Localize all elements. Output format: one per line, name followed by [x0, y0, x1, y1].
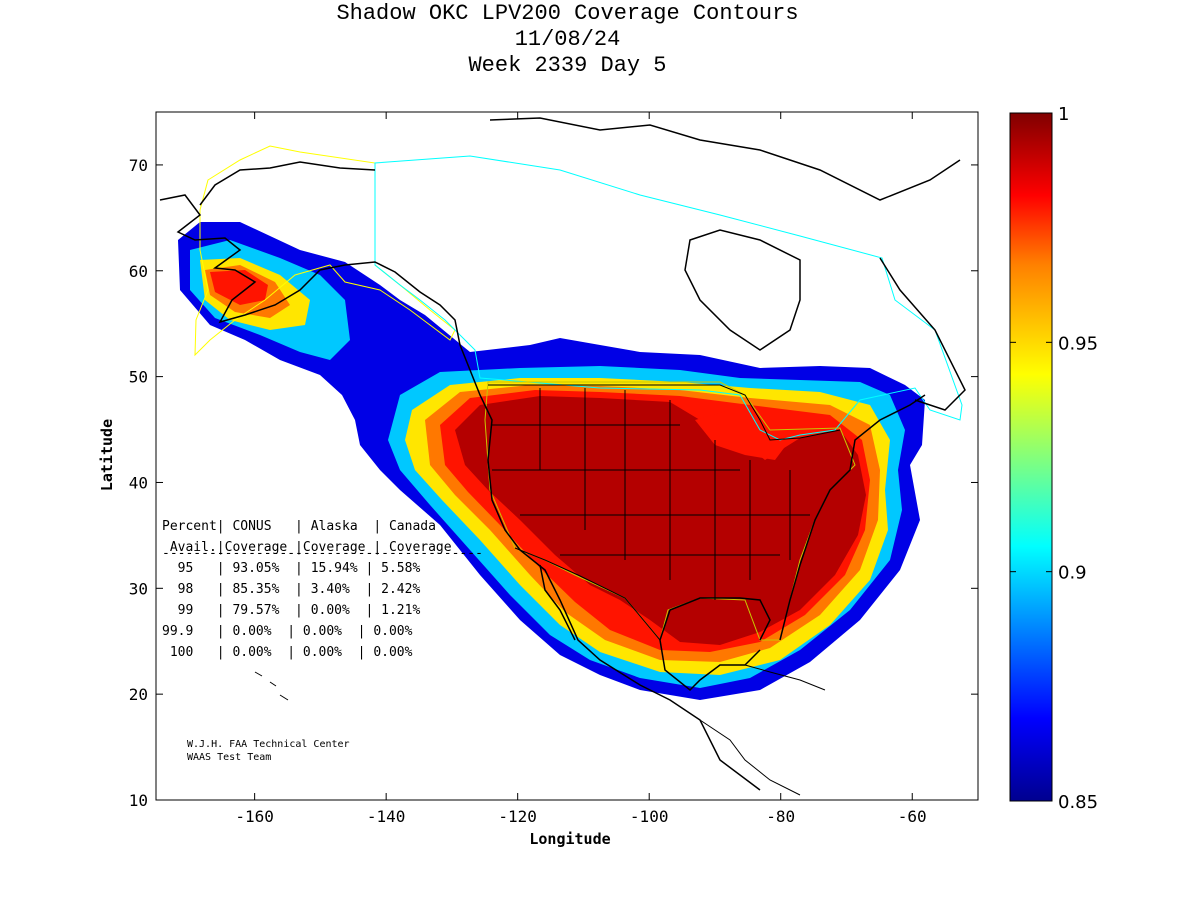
x-tick-label: -160 — [235, 807, 274, 826]
table-row: 99.9 | 0.00% | 0.00% | 0.00% — [162, 624, 413, 639]
x-tick-label: -80 — [766, 807, 795, 826]
central-america — [699, 719, 801, 796]
credit-block: W.J.H. FAA Technical Center WAAS Test Te… — [187, 739, 350, 763]
arctic-islands — [489, 117, 961, 201]
coastlines — [159, 117, 966, 796]
us-canada-border — [488, 384, 841, 441]
hudson-bay — [684, 229, 801, 351]
credit-line-1: W.J.H. FAA Technical Center — [187, 739, 350, 750]
table-row: 100 | 0.00% | 0.00% | 0.00% — [162, 645, 413, 660]
chart-week-day: Week 2339 Day 5 — [468, 53, 667, 78]
y-tick-label: 70 — [129, 156, 148, 175]
y-tick-label: 40 — [129, 473, 148, 492]
us-mexico-border — [514, 547, 661, 641]
table-row: 98 | 85.35% | 3.40% | 2.42% — [162, 582, 420, 597]
x-tick-label: -120 — [498, 807, 537, 826]
table-header-2: Avail.|Coverage |Coverage | Coverage — [162, 540, 452, 555]
canada-boundary — [374, 155, 963, 441]
chart-title: Shadow OKC LPV200 Coverage Contours — [336, 1, 799, 26]
x-tick-label: -100 — [630, 807, 669, 826]
x-axis-label: Longitude — [529, 830, 610, 848]
colorbar-tick-label: 1 — [1058, 104, 1069, 125]
x-tick-label: -140 — [367, 807, 406, 826]
colorbar-tick-label: 0.95 — [1058, 333, 1098, 354]
cuba — [744, 664, 826, 691]
y-tick-label: 60 — [129, 262, 148, 281]
y-tick-label: 20 — [129, 685, 148, 704]
pacific-coast — [459, 344, 761, 791]
credit-line-2: WAAS Test Team — [187, 752, 271, 763]
y-axis-label: Latitude — [98, 419, 116, 491]
table-separator: ----------------------------------------… — [162, 546, 483, 561]
x-tick-label: -60 — [898, 807, 927, 826]
table-header-1: Percent| CONUS | Alaska | Canada — [162, 519, 436, 534]
state-borders — [492, 388, 810, 600]
alaska-coast — [159, 194, 461, 346]
state-lines-horizontal — [492, 424, 810, 556]
y-tick-label: 50 — [129, 368, 148, 387]
chart-date: 11/08/24 — [514, 27, 621, 52]
colorbar-tick-label: 0.85 — [1058, 792, 1098, 813]
baja-coast — [539, 564, 576, 641]
y-axis: 10 20 30 40 50 60 70 — [129, 156, 978, 810]
colorbar — [1009, 112, 1053, 802]
coverage-table: Percent| CONUS | Alaska | Canada Avail.|… — [162, 519, 483, 660]
y-tick-label: 30 — [129, 579, 148, 598]
x-axis: -160 -140 -120 -100 -80 -60 — [235, 112, 927, 826]
coverage-great-lakes-patch — [695, 410, 790, 460]
atlantic-coast — [779, 394, 926, 641]
alaska-boundary — [194, 145, 456, 357]
colorbar-tick-label: 0.9 — [1058, 563, 1087, 584]
labrador-coast — [879, 257, 966, 411]
table-row: 99 | 79.57% | 0.00% | 1.21% — [162, 603, 420, 618]
plot-frame — [155, 111, 979, 801]
state-lines-vertical — [539, 388, 791, 600]
table-row: 95 | 93.05% | 15.94% | 5.58% — [162, 561, 420, 576]
coverage-099-band — [455, 396, 866, 645]
y-tick-label: 10 — [129, 791, 148, 810]
colorbar-ticks: 1 0.95 0.9 0.85 — [1010, 104, 1098, 813]
hawaii-islands — [254, 671, 289, 701]
alaska-north-coast — [199, 161, 376, 206]
